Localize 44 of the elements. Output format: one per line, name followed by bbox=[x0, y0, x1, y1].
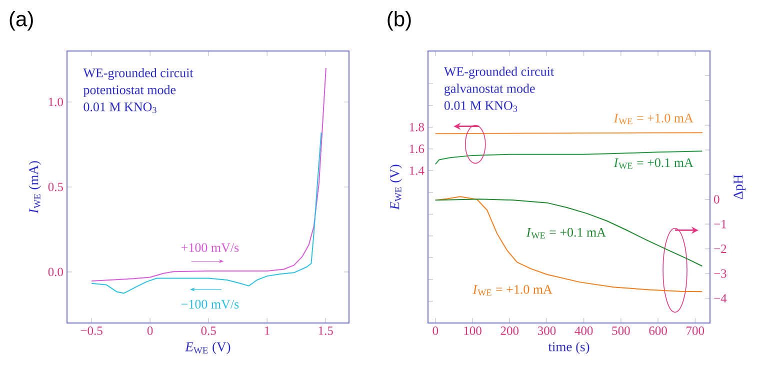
x-tick-label: 1.5 bbox=[318, 326, 333, 335]
series-label: I$_{WE}$ = +0.1 mA bbox=[526, 228, 606, 239]
x-tick-label: 0 bbox=[147, 326, 153, 335]
y2-tick-label: −3 bbox=[714, 269, 726, 278]
annotation: WE-grounded circuit bbox=[444, 66, 554, 79]
series-label: I$_{WE}$ = +1.0 mA bbox=[614, 114, 694, 124]
annotation: potentiostat mode bbox=[83, 85, 176, 97]
x-tick-label: 500 bbox=[612, 326, 630, 335]
annotation: WE-grounded circuit bbox=[83, 68, 194, 80]
legend-label: −100 mV/s bbox=[182, 300, 239, 309]
x-tick-label: 700 bbox=[686, 326, 704, 335]
y-tick-label: 1.6 bbox=[410, 144, 424, 154]
y-axis-title: I$_{WE}$ (mA) bbox=[28, 161, 41, 214]
y-tick-label: 1.8 bbox=[410, 122, 424, 132]
y-tick-label: 0.0 bbox=[48, 268, 63, 276]
y2-tick-label: −4 bbox=[714, 294, 727, 302]
chart-title: (a) bbox=[10, 11, 33, 31]
x-tick-label: 400 bbox=[574, 326, 593, 335]
x-tick-label: 0.5 bbox=[201, 326, 216, 336]
series-label: +100 mV/s bbox=[182, 243, 239, 252]
y-axis-title: E$_{WE}$ (V) bbox=[390, 164, 402, 210]
y2-tick-label: −1 bbox=[714, 220, 726, 228]
x-tick-label: 600 bbox=[649, 326, 667, 335]
series-label: I$_{WE}$ = +1.0 mA bbox=[472, 285, 552, 296]
chart-title: (b) bbox=[388, 11, 411, 31]
x-tick-label: 0 bbox=[432, 326, 438, 335]
annotation: 0.01 M KNO$_{3}$ bbox=[444, 101, 518, 112]
x-axis-title: time (s) bbox=[548, 342, 590, 354]
series-label: I$_{WE}$ = +0.1 mA bbox=[614, 158, 694, 169]
y2-axis-title: ΔpH bbox=[734, 174, 746, 200]
x-tick-label: 200 bbox=[500, 326, 519, 335]
y-tick-label: 1.4 bbox=[410, 166, 424, 175]
line-series bbox=[434, 198, 703, 267]
x-tick-label: 300 bbox=[538, 326, 556, 335]
y-tick-label: 0.5 bbox=[48, 182, 63, 192]
y2-tick-label: 0 bbox=[714, 195, 720, 204]
annotation: galvanostat mode bbox=[444, 84, 535, 96]
x-tick-label: −0.5 bbox=[80, 326, 102, 336]
y2-tick-label: −2 bbox=[714, 244, 726, 253]
x-tick-label: 100 bbox=[464, 326, 482, 335]
y-tick-label: 1.0 bbox=[48, 98, 63, 106]
x-axis-title: E$_{WE}$ (V) bbox=[185, 342, 230, 354]
annotation: 0.01 M KNO$_{3}$ bbox=[84, 102, 156, 114]
x-tick-label: 1 bbox=[265, 326, 270, 335]
